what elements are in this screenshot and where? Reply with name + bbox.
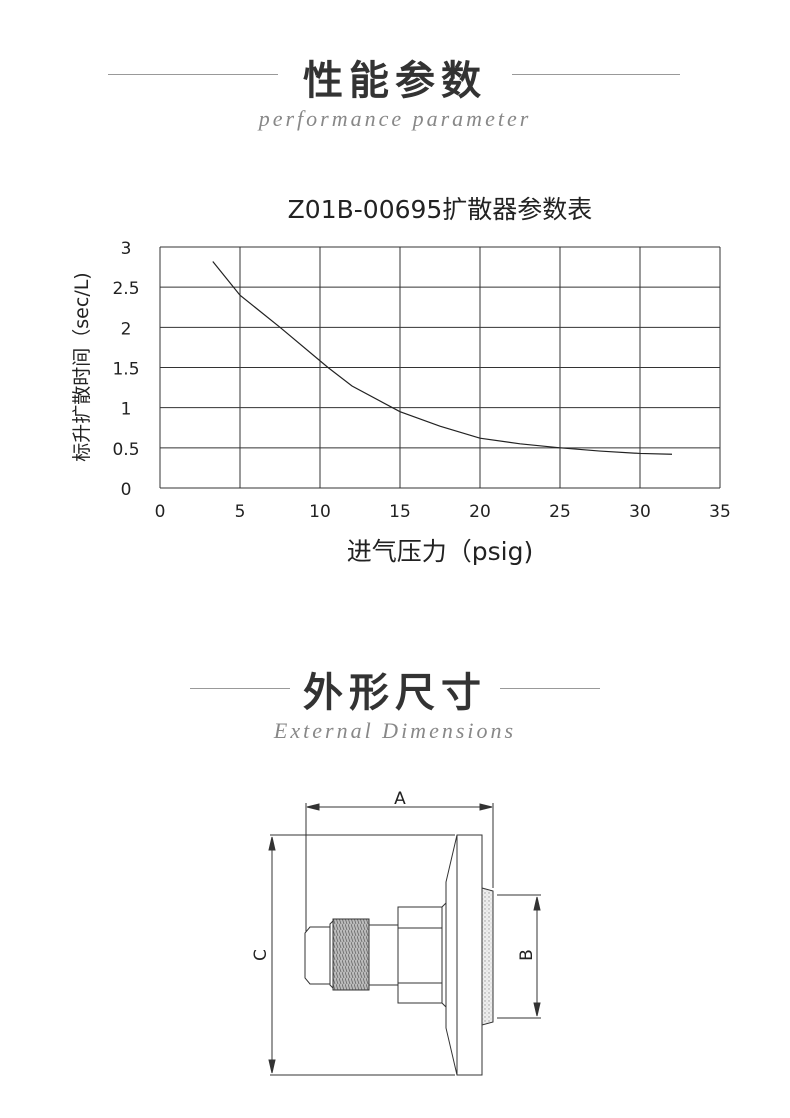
x-axis-label: 进气压力（psig)	[347, 537, 533, 566]
y-tick-label: 1.5	[112, 360, 139, 380]
y-tick-label: 0.5	[112, 440, 139, 460]
label-a: A	[394, 789, 406, 809]
section-title: 外形尺寸	[303, 670, 487, 716]
x-tick-label: 15	[389, 502, 411, 522]
x-tick-label: 0	[155, 502, 166, 522]
hex-body	[397, 906, 443, 1004]
y-tick-label: 3	[121, 239, 132, 259]
x-tick-label: 35	[709, 502, 731, 522]
label-b: B	[517, 949, 537, 961]
flange	[445, 834, 483, 1076]
section-subtitle: External Dimensions	[273, 718, 517, 743]
x-tick-label: 10	[309, 502, 331, 522]
x-tick-label: 20	[469, 502, 491, 522]
y-tick-label: 2.5	[112, 279, 139, 299]
y-tick-label: 0	[121, 480, 132, 500]
divider	[108, 74, 278, 75]
y-tick-label: 2	[121, 319, 132, 339]
series-line	[212, 261, 673, 455]
chart: Z01B-00695扩散器参数表 标升扩散时间（sec/L) 进气压力（psig…	[71, 195, 731, 566]
x-tick-label: 25	[549, 502, 571, 522]
nozzle	[304, 926, 331, 985]
filter-element	[481, 887, 494, 1026]
y-tick-label: 1	[121, 400, 132, 420]
y-axis-label: 标升扩散时间（sec/L)	[71, 272, 93, 461]
section-subtitle: performance parameter	[258, 106, 532, 131]
section-title: 性能参数	[303, 58, 487, 104]
divider	[190, 688, 290, 689]
divider	[500, 688, 600, 689]
divider	[512, 74, 680, 75]
thread	[332, 918, 370, 991]
x-tick-label: 30	[629, 502, 651, 522]
label-c: C	[251, 949, 271, 961]
chart-title: Z01B-00695扩散器参数表	[288, 195, 593, 224]
x-tick-label: 5	[235, 502, 246, 522]
